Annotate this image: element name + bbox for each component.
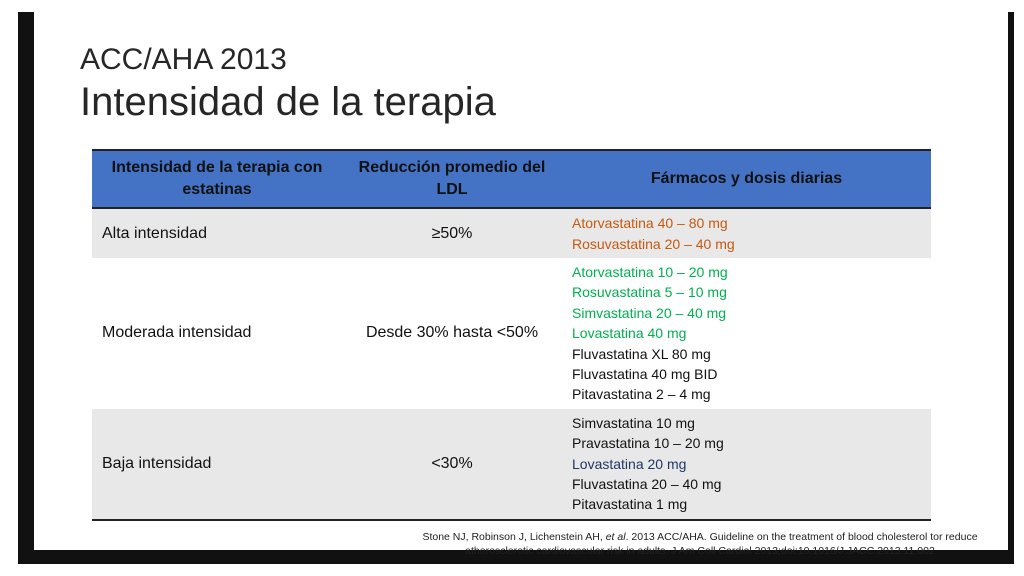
table-row-high: Alta intensidad ≥50% Atorvastatina 40 – … <box>92 208 931 258</box>
table-row-low: Baja intensidad <30% Simvastatina 10 mg P… <box>92 408 931 521</box>
row-level: Moderada intensidad <box>92 258 342 409</box>
drug-dose-item: Lovastatina 20 mg <box>572 455 687 472</box>
slide-subtitle: ACC/AHA 2013 <box>80 43 287 76</box>
slide-frame-bottom <box>18 550 1014 564</box>
row-reduction: ≥50% <box>342 208 562 258</box>
row-reduction: <30% <box>342 408 562 521</box>
citation-footnote: Stone NJ, Robinson J, Lichenstein AH, et… <box>400 530 1000 558</box>
row-level: Baja intensidad <box>92 408 342 521</box>
row-drug-list: Simvastatina 10 mg Pravastatina 10 – 20 m… <box>562 408 931 521</box>
drug-dose-item: Pitavastatina 1 mg <box>572 496 688 513</box>
citation-et-al: et al <box>605 531 626 543</box>
drug-dose-item: Atorvastatina 40 – 80 mg <box>572 215 728 232</box>
citation-rest: . 2013 ACC/AHA. Guideline on the treatme… <box>465 531 978 557</box>
drug-dose-item: Pitavastatina 2 – 4 mg <box>572 386 711 403</box>
row-reduction: Desde 30% hasta <50% <box>342 258 562 409</box>
header-intensity: Intensidad de la terapia con estatinas <box>92 149 342 209</box>
row-drug-list: Atorvastatina 40 – 80 mg Rosuvastatina 20… <box>562 208 931 258</box>
slide-frame-right <box>1008 12 1014 564</box>
drug-dose-item: Rosuvastatina 5 – 10 mg <box>572 284 727 301</box>
drug-dose-item: Simvastatina 20 – 40 mg <box>572 304 727 321</box>
drug-dose-item: Fluvastatina 40 mg BID <box>572 366 718 383</box>
header-ldl-reduction: Reducción promedio del LDL <box>342 149 562 209</box>
drug-dose-item: Rosuvastatina 20 – 40 mg <box>572 235 735 252</box>
slide-frame-left <box>18 12 34 564</box>
statin-intensity-table: Intensidad de la terapia con estatinas R… <box>92 149 931 521</box>
drug-dose-item: Fluvastatina 20 – 40 mg <box>572 476 722 493</box>
row-drug-list: Atorvastatina 10 – 20 mg Rosuvastatina 5 … <box>562 258 931 409</box>
table-header-row: Intensidad de la terapia con estatinas R… <box>92 149 931 209</box>
slide-title: Intensidad de la terapia <box>80 80 496 124</box>
drug-dose-item: Fluvastatina XL 80 mg <box>572 345 711 362</box>
drug-dose-item: Simvastatina 10 mg <box>572 414 695 431</box>
drug-dose-item: Lovastatina 40 mg <box>572 325 687 342</box>
citation-authors: Stone NJ, Robinson J, Lichenstein AH, <box>422 531 606 543</box>
drug-dose-item: Pravastatina 10 – 20 mg <box>572 435 724 452</box>
slide-title-block: ACC/AHA 2013 Intensidad de la terapia <box>80 42 496 126</box>
row-level: Alta intensidad <box>92 208 342 258</box>
table-row-moderate: Moderada intensidad Desde 30% hasta <50%… <box>92 258 931 409</box>
drug-dose-item: Atorvastatina 10 – 20 mg <box>572 264 728 280</box>
header-drugs-doses: Fármacos y dosis diarias <box>562 149 931 209</box>
